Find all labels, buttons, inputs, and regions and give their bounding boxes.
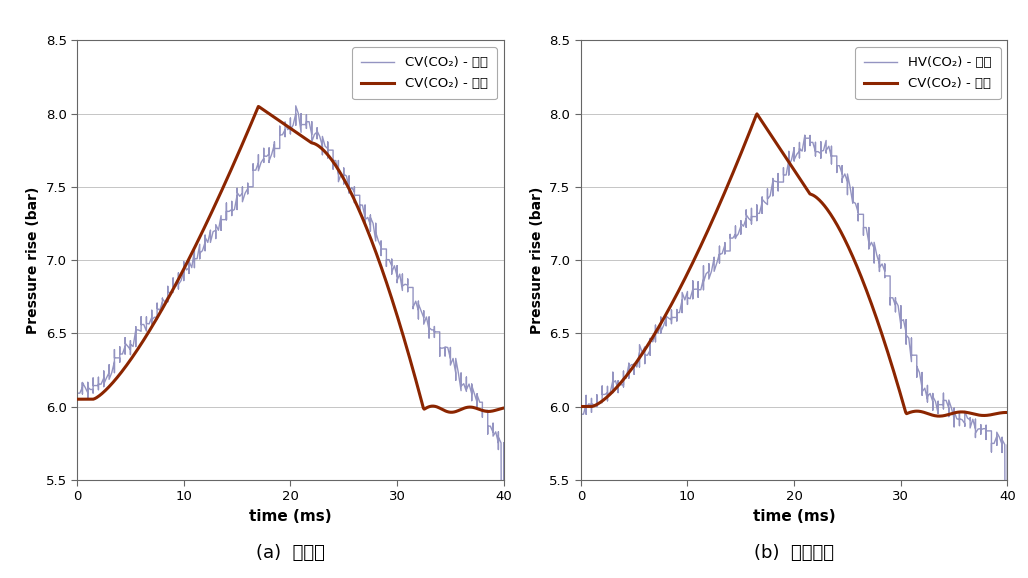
CV(CO₂) - 해석	[498, 405, 510, 412]
Line: CV(CO₂) - 해석: CV(CO₂) - 해석	[77, 106, 504, 412]
CV(CO₂) - 측정	[290, 113, 302, 120]
CV(CO₂) - 해석	[780, 155, 793, 162]
CV(CO₂) - 측정	[359, 223, 371, 229]
HV(CO₂) - 측정	[575, 409, 587, 416]
Y-axis label: Pressure rise (bar): Pressure rise (bar)	[529, 187, 544, 334]
CV(CO₂) - 해석	[302, 138, 315, 144]
CV(CO₂) - 해석	[806, 191, 818, 198]
CV(CO₂) - 해석	[778, 152, 791, 159]
CV(CO₂) - 해석	[932, 413, 945, 420]
CV(CO₂) - 측정	[71, 387, 83, 394]
Text: (b)  열팡잡실: (b) 열팡잡실	[754, 544, 834, 562]
HV(CO₂) - 측정	[612, 386, 624, 392]
CV(CO₂) - 해석	[252, 103, 264, 110]
CV(CO₂) - 측정	[284, 115, 297, 122]
X-axis label: time (ms): time (ms)	[249, 509, 332, 524]
CV(CO₂) - 해석	[274, 118, 287, 125]
HV(CO₂) - 측정	[767, 175, 779, 182]
Line: CV(CO₂) - 측정: CV(CO₂) - 측정	[77, 106, 504, 578]
Line: HV(CO₂) - 측정: HV(CO₂) - 측정	[581, 135, 1007, 578]
HV(CO₂) - 측정	[862, 246, 875, 253]
Y-axis label: Pressure rise (bar): Pressure rise (bar)	[26, 187, 40, 334]
HV(CO₂) - 측정	[799, 132, 811, 139]
CV(CO₂) - 해석	[830, 219, 842, 226]
CV(CO₂) - 측정	[108, 359, 120, 366]
HV(CO₂) - 측정	[794, 154, 806, 161]
CV(CO₂) - 해석	[489, 407, 502, 414]
CV(CO₂) - 해석	[71, 396, 83, 403]
CV(CO₂) - 해석	[750, 110, 763, 117]
Line: CV(CO₂) - 해석: CV(CO₂) - 해석	[581, 114, 1007, 416]
HV(CO₂) - 측정	[787, 150, 800, 157]
CV(CO₂) - 해석	[277, 120, 289, 127]
CV(CO₂) - 측정	[290, 102, 302, 109]
CV(CO₂) - 해석	[326, 157, 338, 164]
CV(CO₂) - 측정	[317, 144, 329, 151]
CV(CO₂) - 해석	[925, 412, 938, 418]
CV(CO₂) - 해석	[575, 403, 587, 410]
CV(CO₂) - 해석	[1001, 409, 1014, 416]
Legend: HV(CO₂) - 측정, CV(CO₂) - 해석: HV(CO₂) - 측정, CV(CO₂) - 해석	[855, 47, 1001, 99]
HV(CO₂) - 측정	[820, 150, 833, 157]
CV(CO₂) - 측정	[263, 144, 276, 151]
CV(CO₂) - 해석	[993, 410, 1005, 417]
X-axis label: time (ms): time (ms)	[752, 509, 836, 524]
CV(CO₂) - 해석	[445, 409, 457, 416]
Text: (a)  압축실: (a) 압축실	[257, 544, 325, 562]
Legend: CV(CO₂) - 측정, CV(CO₂) - 해석: CV(CO₂) - 측정, CV(CO₂) - 해석	[353, 47, 498, 99]
CV(CO₂) - 해석	[421, 404, 434, 411]
